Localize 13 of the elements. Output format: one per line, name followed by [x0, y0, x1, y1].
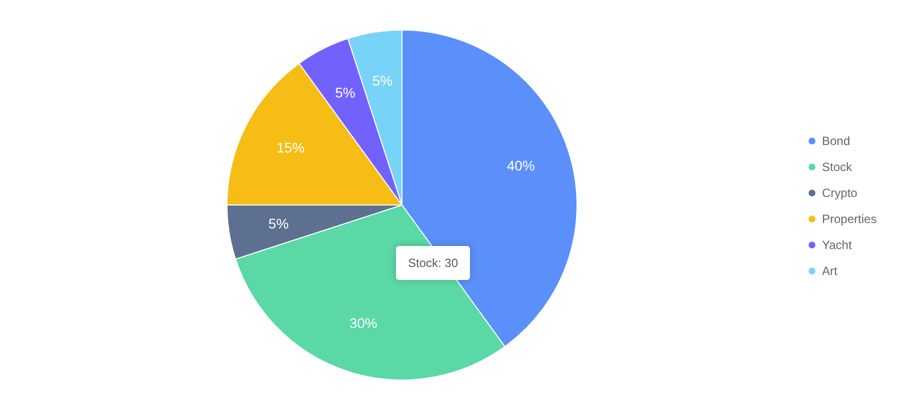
legend-label: Stock — [822, 160, 854, 174]
legend-label: Crypto — [822, 186, 858, 200]
legend-label: Bond — [822, 134, 850, 148]
legend-label: Art — [822, 264, 838, 278]
data-label: 40% — [506, 157, 535, 174]
data-label: 15% — [276, 139, 305, 156]
data-label: 5% — [335, 84, 356, 101]
data-label: 5% — [372, 72, 393, 89]
legend-label: Properties — [822, 212, 877, 226]
text: Stock: 30 — [396, 246, 470, 280]
data-label: 30% — [349, 314, 378, 331]
legend-label: Yacht — [822, 238, 852, 252]
data-label: 5% — [268, 216, 289, 232]
